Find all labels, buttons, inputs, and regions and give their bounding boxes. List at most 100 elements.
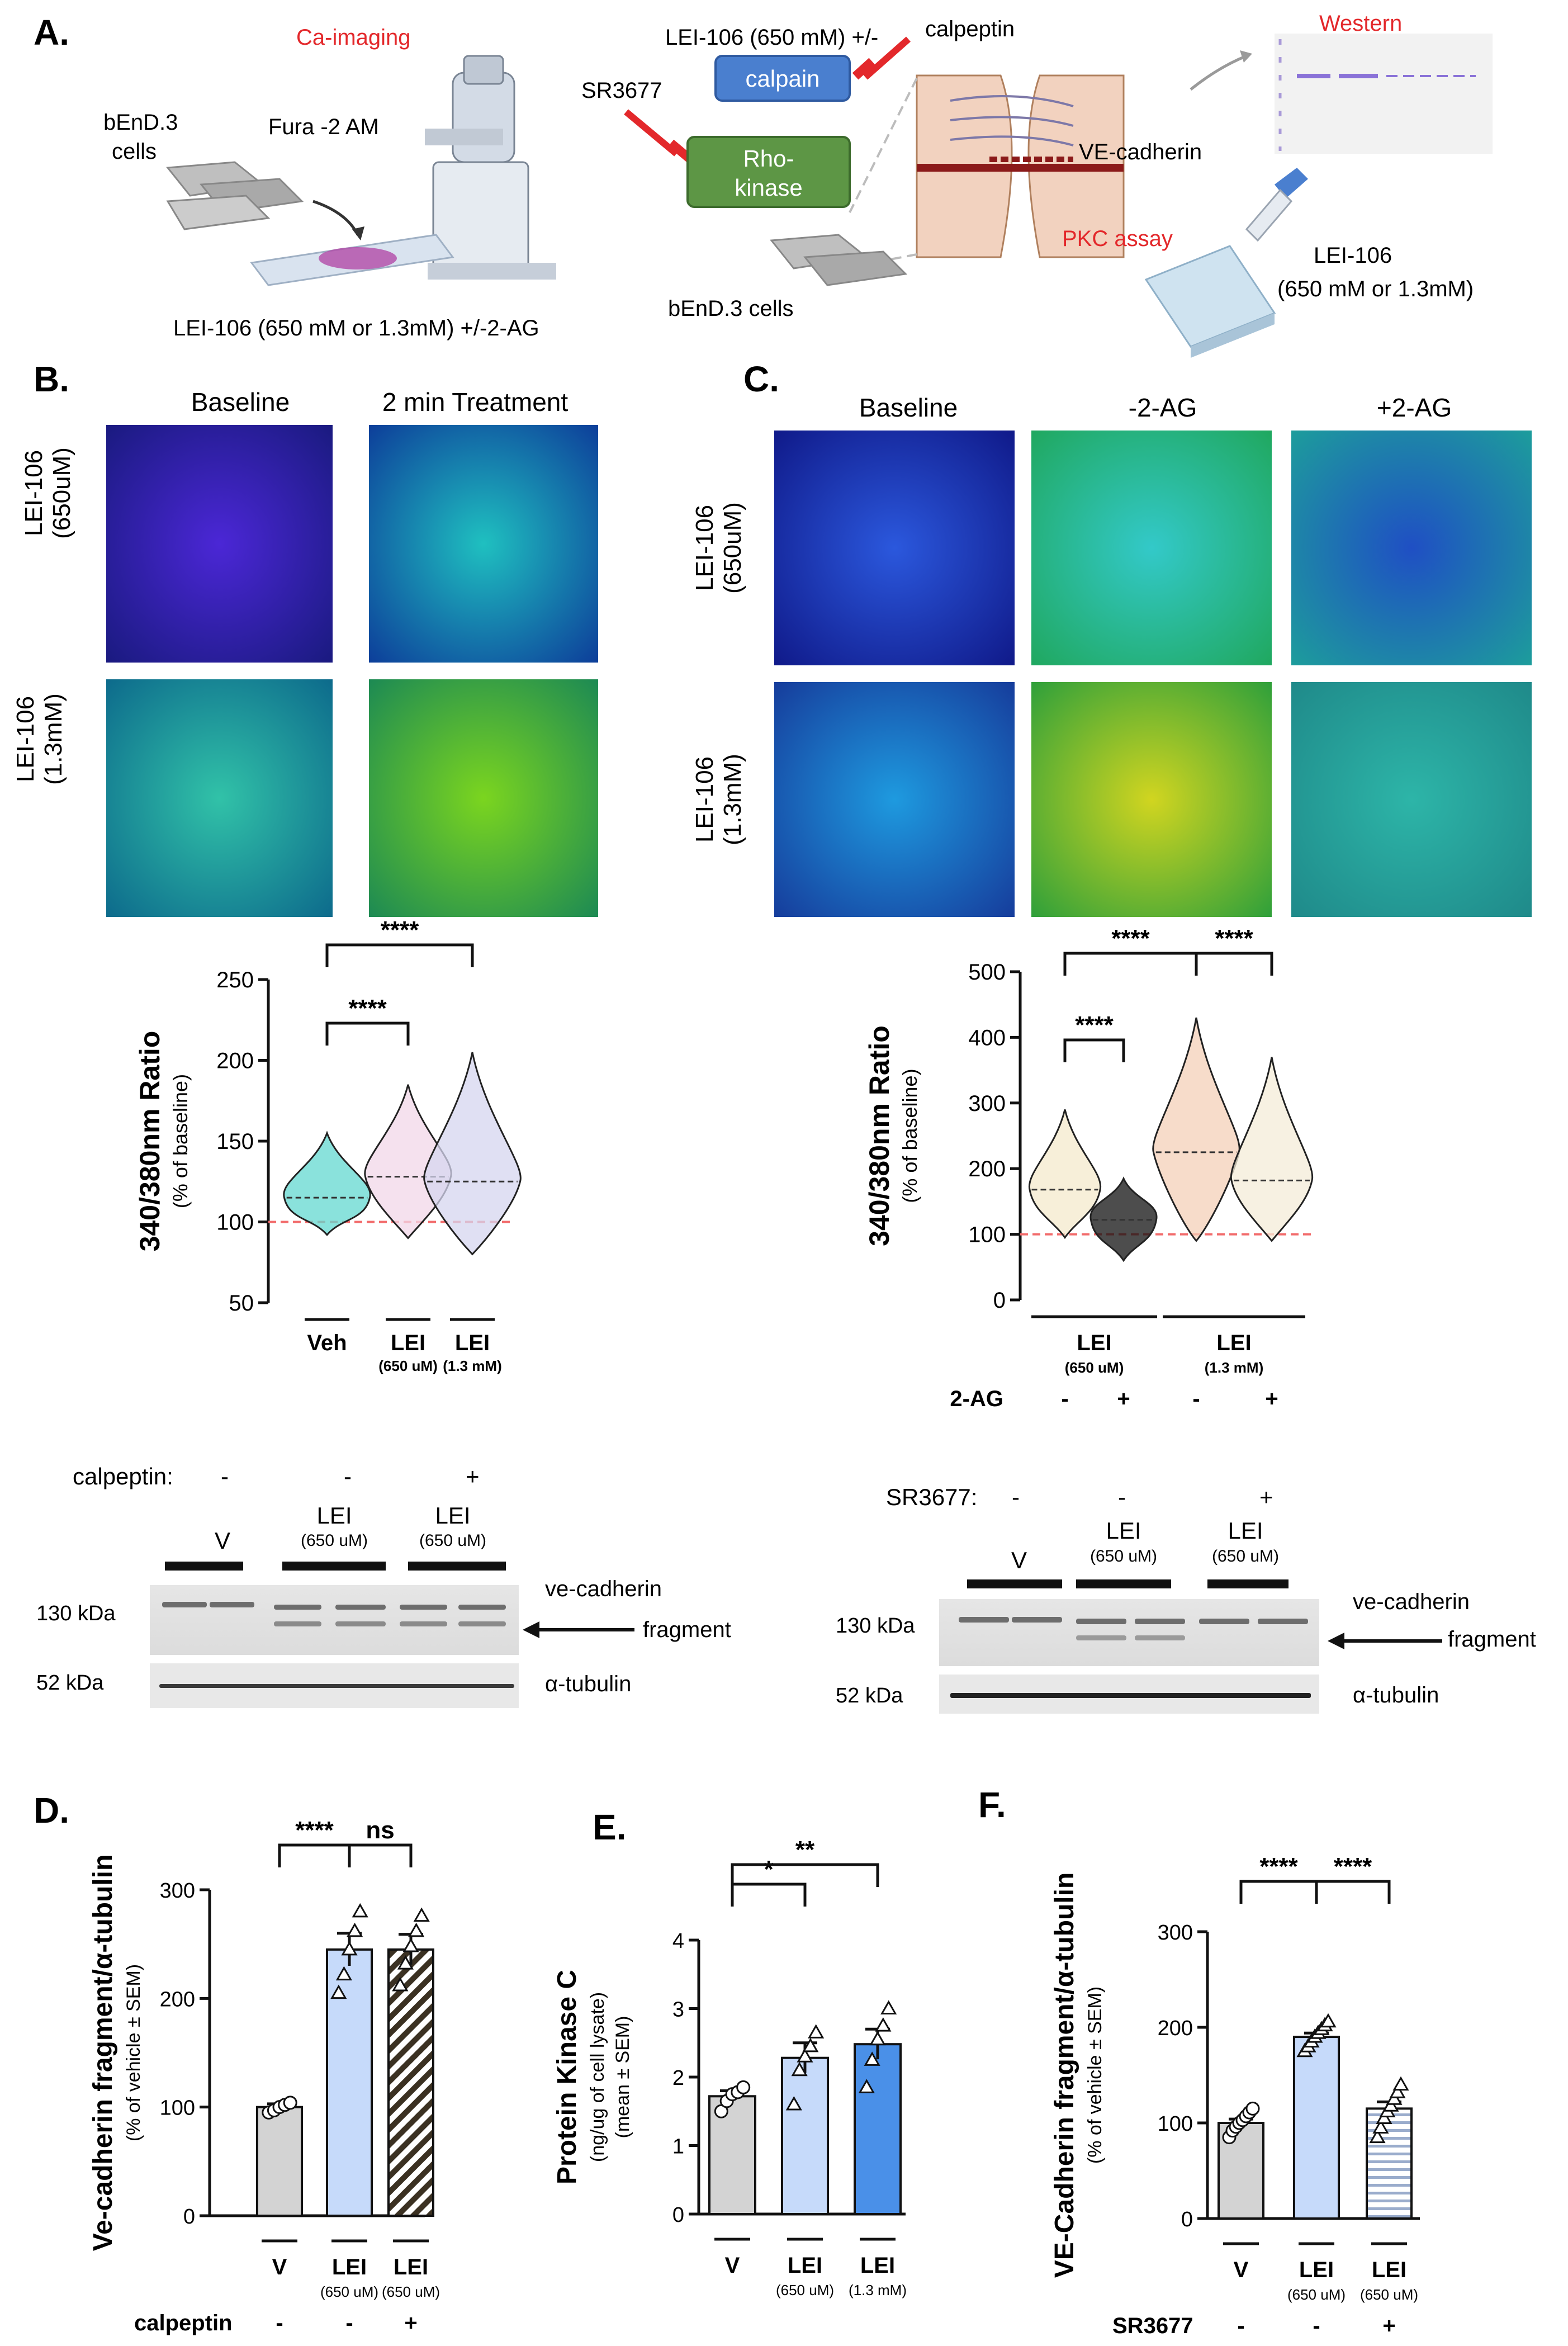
calpain-label: calpain <box>745 65 819 92</box>
significance-label: **** <box>295 1817 334 1844</box>
panel-b-letter: B. <box>34 359 69 399</box>
sr3677-row-label: SR3677: <box>886 1484 977 1510</box>
panel-c-row1-label-line2: (650uM) <box>719 502 746 594</box>
data-point <box>791 2061 808 2077</box>
panel-d-letter: D. <box>34 1790 69 1831</box>
factor-sign: + <box>1265 1387 1278 1411</box>
x-tick-sublabel: (650 uM) <box>378 1358 437 1374</box>
y-tick-label: 200 <box>160 1988 195 2011</box>
bend-cells-bottom-label: bEnD.3 cells <box>668 296 794 321</box>
violin-shape <box>1028 1109 1102 1240</box>
blot-right-vecad-label: ve-cadherin <box>1353 1590 1470 1614</box>
calcium-image-b-treatment-13 <box>369 679 598 917</box>
significance-label: **** <box>348 995 387 1022</box>
sr3677-sign-3: + <box>1259 1484 1273 1510</box>
x-tick-sublabel: (650 uM) <box>1360 2286 1418 2303</box>
bar <box>1218 2122 1264 2220</box>
data-point <box>392 1976 409 1992</box>
x-tick-label: LEI <box>391 1331 425 1355</box>
sr3677-inhibitor-icon <box>624 109 679 157</box>
significance-label: ** <box>795 1836 815 1863</box>
cells-icon-bottom <box>770 234 908 286</box>
data-point <box>341 1941 358 1956</box>
data-point <box>1320 2013 1337 2028</box>
y-tick-label: 300 <box>160 1879 195 1903</box>
x-group-label: LEI <box>1077 1331 1111 1355</box>
y-tick-label: 400 <box>968 1025 1006 1050</box>
x-tick-sublabel: (1.3 mM) <box>443 1358 501 1374</box>
x-tick-sublabel: (1.3 mM) <box>849 2282 907 2298</box>
y-axis-sublabel: (mean ± SEM) <box>612 2016 633 2139</box>
significance-bracket <box>731 1883 807 1907</box>
x-tick-label: V <box>1234 2258 1249 2282</box>
data-point <box>402 1938 419 1952</box>
x-tick-label: LEI <box>332 2255 367 2279</box>
factor-label: 2-AG <box>950 1387 1003 1411</box>
x-tick-sublabel: (650 uM) <box>320 2283 378 2300</box>
blot-left-lane-lei1-sub: (650 uM) <box>301 1531 368 1550</box>
panel-b-row2-label-line2: (1.3mM) <box>40 693 67 785</box>
data-point <box>408 1922 425 1937</box>
factor-sign: + <box>1117 1387 1130 1411</box>
lei-caption-left: LEI-106 (650 mM or 1.3mM) +/-2-AG <box>173 316 539 340</box>
data-point <box>1245 2101 1260 2116</box>
slide-icon <box>250 234 454 286</box>
x-tick-sublabel: (650 uM) <box>382 2283 440 2300</box>
microscope-icon <box>425 55 556 280</box>
significance-label: **** <box>1215 925 1253 952</box>
y-tick-label: 4 <box>672 1929 684 1953</box>
blot-left-lane-lei2: LEI <box>435 1502 470 1529</box>
y-tick-label: 200 <box>1158 2017 1193 2040</box>
panel-c: C. Baseline -2-AG +2-AG LEI-106 (650uM) … <box>691 359 1532 917</box>
panel-c-row2-label-line2: (1.3mM) <box>719 754 746 845</box>
panel-b: B. Baseline 2 min Treatment LEI-106 (650… <box>12 359 598 917</box>
x-tick-label: LEI <box>455 1331 490 1355</box>
y-tick-label: 0 <box>672 2203 684 2227</box>
calpeptin-sign-3: + <box>466 1463 480 1489</box>
significance-label: **** <box>381 916 419 944</box>
data-point <box>1369 2129 1386 2144</box>
calcium-image-b-treatment-650 <box>369 425 598 663</box>
panel-c-col1-header: Baseline <box>859 393 958 422</box>
significance-bracket <box>325 1021 410 1046</box>
rho-label-line2: kinase <box>735 174 802 201</box>
data-point <box>347 1922 363 1937</box>
western-blot-icon <box>1275 34 1493 154</box>
calcium-image-c-baseline-650 <box>774 431 1015 665</box>
bar <box>1366 2107 1413 2220</box>
panel-b-row1-label: LEI-106 <box>20 450 48 536</box>
x-tick-label: LEI <box>1299 2258 1334 2282</box>
y-axis-sublabel: (% of baseline) <box>169 1074 192 1208</box>
y-tick-label: 150 <box>216 1129 254 1154</box>
bar <box>854 2043 902 2215</box>
panel-c-col3-header: +2-AG <box>1377 393 1452 422</box>
y-axis-sublabel: (% of vehicle ± SEM) <box>123 1964 144 2141</box>
calcium-image-c-minus2ag-650 <box>1031 431 1272 665</box>
blot-right-fragment-label: fragment <box>1448 1627 1536 1652</box>
chart-c-violin: 0 100 200 300 400 500 LEI (650 uM) LEI (1.3 mM) 2-… <box>864 925 1314 1411</box>
data-point <box>875 2017 892 2032</box>
factor-sign: - <box>1237 2314 1244 2338</box>
bend-cells-label-line2: cells <box>112 139 157 164</box>
data-point <box>736 2080 751 2094</box>
y-axis-label: Ve-cadherin fragment/α-tubulin <box>88 1855 118 2252</box>
panel-c-row1-label: LEI-106 <box>691 505 718 591</box>
bend-cells-label: bEnD.3 <box>103 110 178 135</box>
bar <box>326 1948 373 2217</box>
blot-left-tubulin-label: α-tubulin <box>545 1672 631 1696</box>
blot-left-lane-lei1: LEI <box>316 1502 352 1529</box>
blot-left-kda130: 130 kDa <box>36 1602 116 1625</box>
chart-e-bar: 0 1 2 3 4 V LEI (650 uM) LEI (1.3 mM) Protein Kina… <box>552 1836 907 2298</box>
x-tick-label: LEI <box>788 2253 822 2278</box>
bar <box>1293 2036 1340 2220</box>
data-point <box>330 1984 347 1999</box>
calpeptin-sign-1: - <box>221 1463 229 1489</box>
ca-imaging-label: Ca-imaging <box>296 25 411 50</box>
x-tick-sublabel: (650 uM) <box>1287 2286 1346 2303</box>
data-point <box>880 2000 897 2014</box>
blot-right-lane-lei2: LEI <box>1228 1517 1263 1544</box>
significance-bracket <box>278 1843 351 1867</box>
calcium-image-c-plus2ag-650 <box>1291 431 1532 665</box>
data-point <box>858 2079 875 2093</box>
